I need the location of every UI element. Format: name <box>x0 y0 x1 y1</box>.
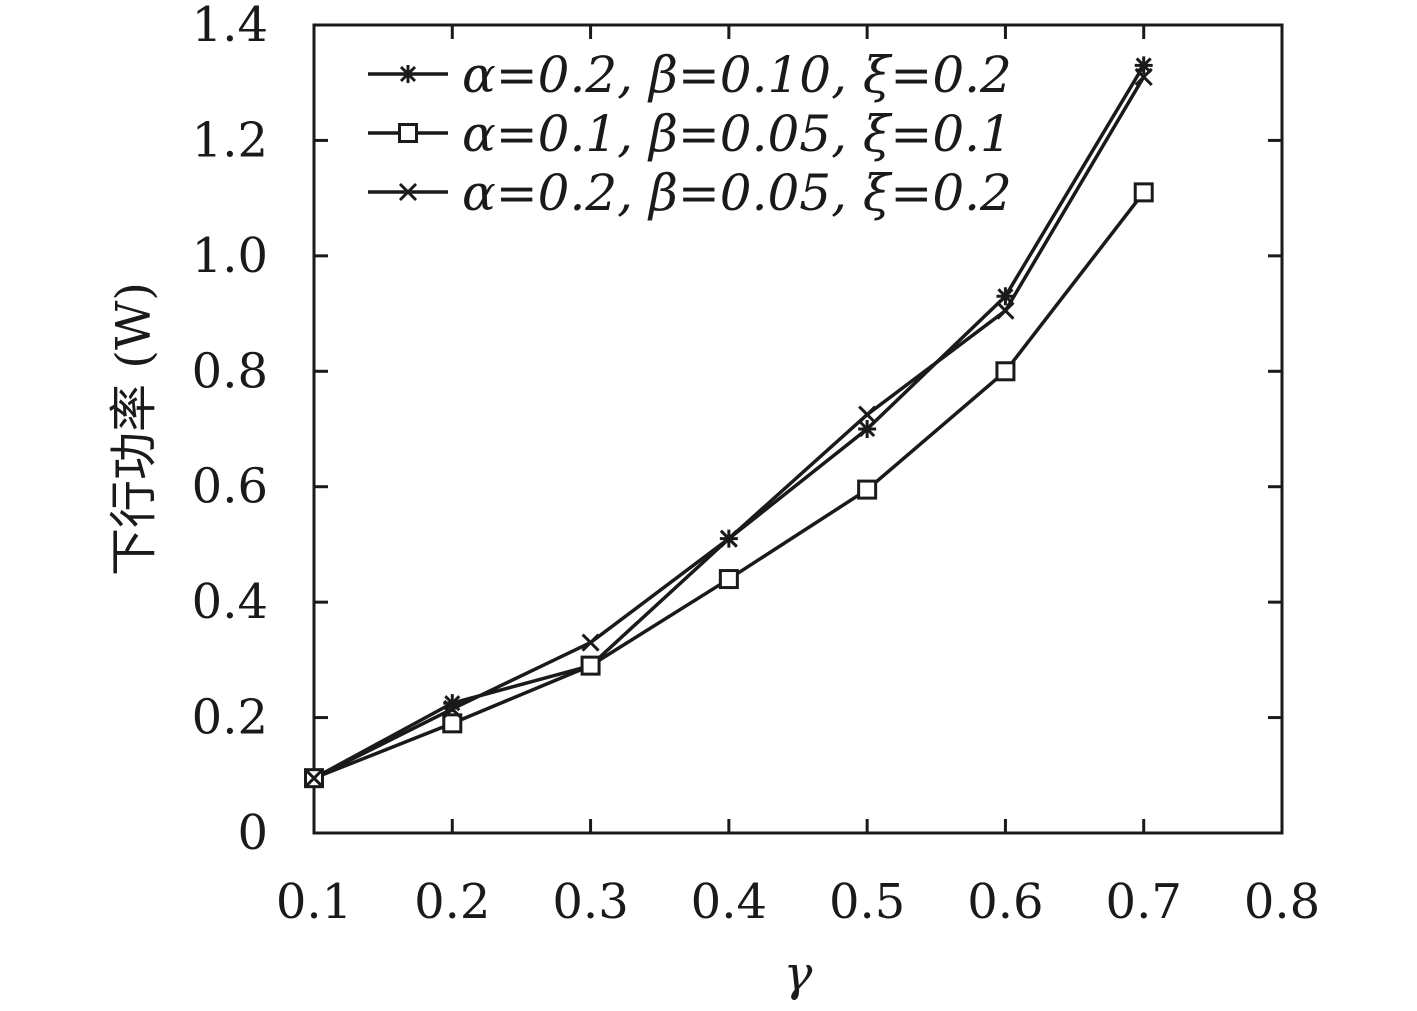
y-tick-label: 0.8 <box>192 343 268 399</box>
x-tick-label: 0.5 <box>829 874 905 930</box>
data-point-marker <box>996 287 1015 306</box>
data-point-marker <box>858 405 877 424</box>
y-tick-label: 1.2 <box>192 112 268 168</box>
data-point-marker <box>995 361 1016 382</box>
data-point-marker <box>1133 182 1154 203</box>
data-point-marker <box>581 633 600 652</box>
data-point-marker <box>996 301 1015 320</box>
x-tick-label: 0.2 <box>414 874 490 930</box>
x-tick-label: 0.3 <box>552 874 628 930</box>
legend-entry: α=0.1, β=0.05, ξ=0.1 <box>368 105 1012 163</box>
data-point-marker <box>304 769 324 788</box>
data-point-marker <box>398 123 418 143</box>
x-tick-label: 0.1 <box>276 874 352 930</box>
y-axis-title: 下行功率 (W) <box>106 282 162 576</box>
data-point-marker <box>442 713 463 734</box>
y-tick-label: 0.6 <box>192 459 268 515</box>
legend-entry: α=0.2, β=0.10, ξ=0.2 <box>368 46 1012 104</box>
legend: α=0.2, β=0.10, ξ=0.2α=0.1, β=0.05, ξ=0.1… <box>368 46 1012 222</box>
data-point-marker <box>580 655 601 676</box>
data-point-marker <box>443 699 462 718</box>
y-tick-label: 1.4 <box>192 0 268 53</box>
x-axis-title: γ <box>784 946 813 1002</box>
x-tick-label: 0.4 <box>691 874 767 930</box>
x-tick-label: 0.7 <box>1106 874 1182 930</box>
y-tick-label: 0.4 <box>192 574 268 630</box>
data-point-marker <box>857 479 878 500</box>
data-point-marker <box>858 420 877 438</box>
series-layer <box>304 56 1154 789</box>
data-point-marker <box>718 569 739 590</box>
data-point-marker <box>398 182 418 202</box>
x-tick-label: 0.8 <box>1244 874 1320 930</box>
plot-frame <box>312 23 1284 835</box>
legend-label: α=0.2, β=0.10, ξ=0.2 <box>462 46 1012 104</box>
legend-label: α=0.2, β=0.05, ξ=0.2 <box>462 164 1012 222</box>
series-line-2 <box>313 191 1146 780</box>
y-tick-label: 0.2 <box>192 690 268 746</box>
x-tick-label: 0.6 <box>967 874 1043 930</box>
legend-label: α=0.1, β=0.05, ξ=0.1 <box>462 105 1012 163</box>
y-tick-label: 1.0 <box>192 228 268 284</box>
y-axis-ticks: 0 0.2 0.4 0.6 0.8 1.0 1.2 1.4 <box>192 0 1282 861</box>
data-point-marker <box>1134 67 1153 87</box>
data-point-marker <box>1134 56 1153 75</box>
data-point-marker <box>399 65 417 83</box>
data-point-marker <box>719 529 738 548</box>
legend-entry: α=0.2, β=0.05, ξ=0.2 <box>368 164 1012 222</box>
x-axis-ticks: 0.1 0.2 0.3 0.4 0.5 0.6 0.7 0.8 <box>276 25 1320 930</box>
y-tick-label: 0 <box>237 805 268 861</box>
